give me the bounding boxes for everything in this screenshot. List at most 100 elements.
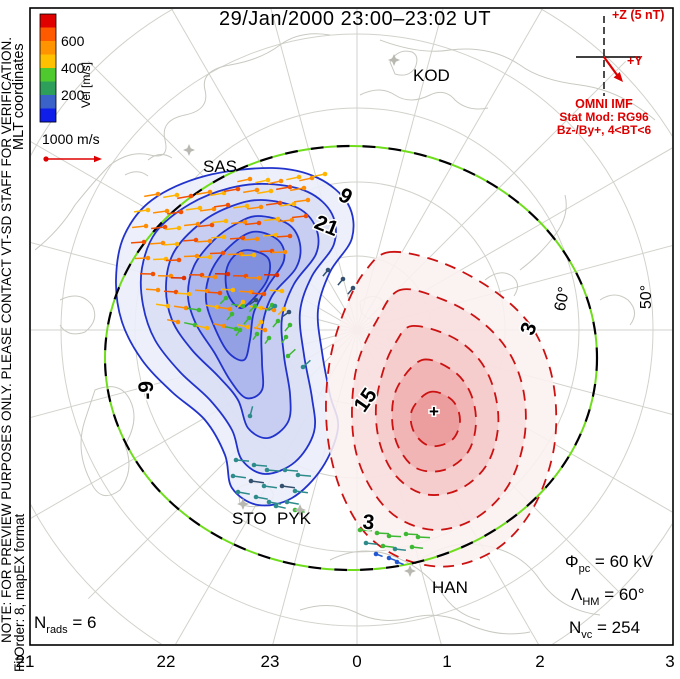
velocity-vector-dot: [166, 304, 171, 309]
mlt-axis-tick-label: 1: [442, 652, 451, 671]
velocity-vector-dot: [193, 323, 198, 328]
velocity-vector-dot: [224, 296, 229, 301]
velocity-vector-dot: [279, 179, 284, 184]
colorbar-segment: [40, 68, 56, 82]
colorbar-segment: [40, 28, 56, 42]
velocity-vector-dot: [177, 258, 182, 263]
velocity-vector-dot: [222, 324, 227, 329]
velocity-vector-dot: [252, 253, 257, 258]
velocity-vector-dot: [259, 320, 264, 325]
imf-y-label: +Y: [627, 54, 643, 68]
velocity-vector-dot: [246, 325, 251, 330]
radar-site-label: PYK: [277, 509, 312, 528]
velocity-vector-dot: [273, 304, 278, 309]
velocity-vector-dot: [252, 463, 257, 468]
velocity-vector-dot: [221, 251, 226, 256]
colorbar-segment: [40, 109, 56, 123]
mlt-axis-tick-label: 3: [665, 652, 674, 671]
velocity-vector-dot: [290, 218, 295, 223]
velocity-vector-dot: [280, 484, 285, 489]
velocity-vector-dot: [228, 307, 233, 312]
velocity-vector-dot: [208, 255, 213, 260]
velocity-vector-dot: [296, 473, 301, 478]
velocity-vector-dot: [249, 479, 254, 484]
velocity-vector-dot: [387, 556, 392, 561]
imf-model-label: Stat Mod: RG96: [559, 110, 649, 124]
radar-site-label: KOD: [413, 66, 450, 85]
velocity-vector-dot: [283, 250, 288, 255]
mlt-coordinates-label: MLT coordinates: [11, 43, 27, 150]
velocity-vector-dot: [238, 328, 243, 333]
velocity-vector-dot: [301, 365, 306, 370]
velocity-vector-dot: [176, 320, 181, 325]
velocity-vector-dot: [175, 193, 180, 198]
velocity-vector-dot: [213, 275, 218, 280]
velocity-vector-dot: [287, 310, 292, 315]
imf-source-label: OMNI IMF: [575, 97, 633, 111]
velocity-vector-dot: [257, 276, 262, 281]
velocity-vector-dot: [416, 535, 421, 540]
velocity-vector-dot: [231, 288, 236, 293]
velocity-vector-dot: [269, 189, 274, 194]
velocity-vector-dot: [288, 323, 293, 328]
velocity-vector-dot: [282, 307, 287, 312]
velocity-vector-dot: [276, 319, 281, 324]
plot-title: 29/Jan/2000 23:00–23:02 UT: [219, 8, 491, 30]
velocity-vector-dot: [381, 544, 386, 549]
velocity-vector-dot: [341, 277, 346, 282]
mlt-axis-tick-label: 21: [16, 652, 35, 671]
reference-arrow-label: 1000 m/s: [42, 131, 100, 147]
velocity-vector-dot: [146, 256, 151, 261]
velocity-vector-dot: [151, 272, 156, 277]
velocity-vector-dot: [374, 552, 379, 557]
velocity-vector-dot: [234, 327, 239, 332]
velocity-vector-dot: [255, 332, 260, 337]
velocity-vector-dot: [278, 201, 283, 206]
velocity-vector-dot: [146, 208, 151, 213]
velocity-vector-dot: [280, 289, 285, 294]
velocity-vector-dot: [236, 490, 241, 495]
velocity-vector-dot: [393, 547, 398, 552]
velocity-vector-dot: [142, 240, 147, 245]
colorbar-unit-label: Vel [m/s]: [79, 62, 93, 108]
velocity-vector-dot: [231, 474, 236, 479]
velocity-vector-dot: [285, 500, 290, 505]
velocity-vector-dot: [248, 414, 253, 419]
velocity-vector-dot: [208, 239, 213, 244]
velocity-vector-dot: [323, 172, 328, 177]
mlt-axis-tick-label: 0: [352, 652, 361, 671]
colorbar-segment: [40, 55, 56, 69]
lat-label-50: 50°: [638, 285, 655, 309]
contour-label: -9: [135, 380, 159, 399]
velocity-vector-dot: [395, 560, 400, 565]
velocity-vector-dot: [247, 316, 252, 321]
velocity-vector-dot: [288, 234, 293, 239]
velocity-vector-dot: [259, 205, 264, 210]
contour-label: +: [429, 402, 439, 421]
mlt-axis-tick-label: 22: [157, 652, 176, 671]
velocity-vector-dot: [265, 468, 270, 473]
velocity-vector-dot: [248, 177, 253, 182]
velocity-vector-dot: [224, 219, 229, 224]
velocity-vector-dot: [236, 187, 241, 192]
velocity-vector-dot: [351, 286, 356, 291]
velocity-vector-dot: [222, 235, 227, 240]
velocity-vector-dot: [286, 354, 291, 359]
velocity-vector-dot: [208, 190, 213, 195]
velocity-vector-dot: [177, 226, 182, 231]
velocity-vector-dot: [257, 221, 262, 226]
radar-site-label: STO: [232, 509, 267, 528]
velocity-vector-dot: [253, 304, 258, 309]
imf-z-label: +Z (5 nT): [612, 8, 664, 22]
velocity-vector-dot: [274, 504, 279, 509]
velocity-vector-dot: [267, 336, 272, 341]
velocity-vector-dot: [275, 273, 280, 278]
colorbar-tick-label: 600: [61, 33, 85, 49]
velocity-vector-dot: [210, 223, 215, 228]
velocity-vector-dot: [263, 328, 268, 333]
velocity-vector-dot: [144, 224, 149, 229]
velocity-vector-dot: [255, 188, 260, 193]
velocity-vector-dot: [197, 308, 202, 313]
radar-site-label: SAS: [203, 157, 237, 176]
